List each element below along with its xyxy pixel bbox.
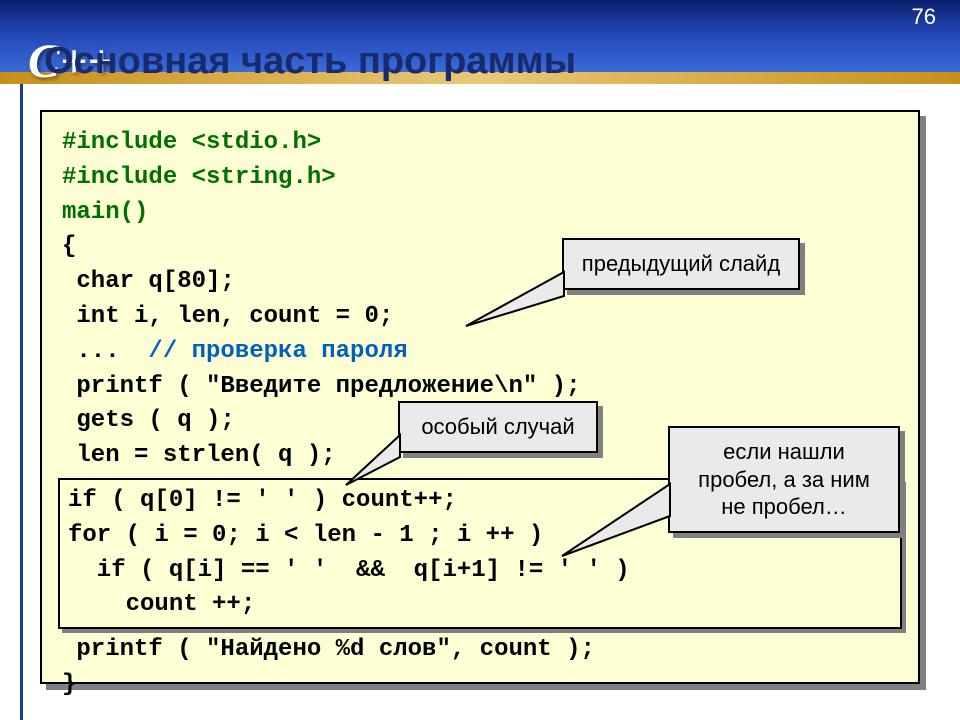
- code-line: #include <string.h>: [62, 161, 898, 196]
- callout-text-line: не пробел…: [686, 493, 882, 521]
- code-line: if ( q[i] == ' ' && q[i+1] != ' ' ): [68, 554, 892, 589]
- code-line: #include <stdio.h>: [62, 126, 898, 161]
- slide-title: Основная часть программы: [44, 40, 576, 83]
- code-line: main(): [62, 196, 898, 231]
- callout-text: предыдущий слайд: [582, 251, 780, 276]
- code-line: printf ( "Введите предложение\n" );: [62, 370, 898, 405]
- callout-previous-slide: предыдущий слайд: [562, 238, 800, 290]
- code-line: }: [62, 668, 898, 703]
- callout-text-line: пробел, а за ним: [686, 466, 882, 494]
- code-block: #include <stdio.h> #include <string.h> m…: [40, 110, 920, 684]
- callout-text: особый случай: [421, 414, 574, 439]
- code-line: count ++;: [68, 588, 892, 623]
- code-line: printf ( "Найдено %d слов", count );: [62, 633, 898, 668]
- page-number: 76: [912, 4, 936, 29]
- callout-special-case: особый случай: [398, 401, 598, 453]
- side-line: [20, 84, 23, 720]
- callout-text-line: если нашли: [686, 438, 882, 466]
- callout-found-space: если нашли пробел, а за ним не пробел…: [668, 426, 900, 533]
